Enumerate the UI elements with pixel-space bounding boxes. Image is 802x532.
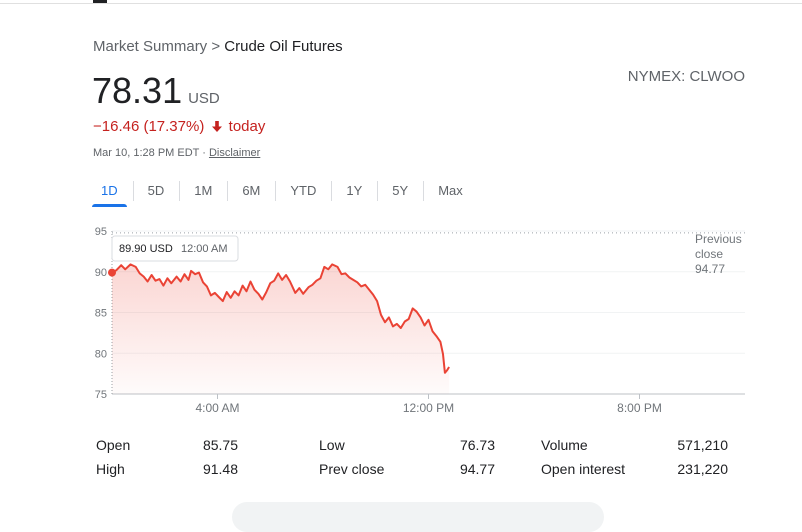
stat-volume: Volume 571,210: [541, 437, 728, 453]
tooltip-value: 89.90 USD: [119, 243, 173, 255]
stat-open-interest: Open interest 231,220: [541, 461, 728, 477]
timestamp-separator: ·: [202, 147, 206, 159]
chart-tooltip: 89.90 USD 12:00 AM: [111, 235, 239, 262]
stat-open: Open 85.75: [96, 437, 238, 453]
bottom-pill[interactable]: [232, 502, 604, 532]
x-tick-label: 4:00 AM: [195, 401, 239, 415]
tab-6m[interactable]: 6M: [227, 178, 275, 204]
tab-1d[interactable]: 1D: [86, 178, 133, 207]
stat-label: Volume: [541, 437, 588, 453]
y-tick-label: 85: [95, 308, 107, 320]
quote-timestamp: Mar 10, 1:28 PM EDT · Disclaimer: [93, 147, 260, 159]
breadcrumb-current: Crude Oil Futures: [224, 38, 343, 55]
previous-close-label: Previous close: [695, 232, 742, 261]
stat-value: 94.77: [459, 461, 495, 477]
y-tick-label: 90: [95, 267, 107, 279]
stat-label: Open: [96, 437, 131, 453]
y-tick-label: 80: [95, 348, 107, 360]
ticker-symbol: NYMEX: CLWOO: [627, 68, 745, 85]
stat-value: 85.75: [202, 437, 238, 453]
change-period: today: [228, 118, 266, 135]
active-tab-indicator: [93, 0, 107, 3]
x-tick-label: 12:00 PM: [403, 401, 454, 415]
stat-value: 571,210: [677, 437, 728, 453]
stat-high: High 91.48: [96, 461, 238, 477]
previous-close-label-line: Previous: [695, 232, 742, 246]
currency: USD: [188, 90, 220, 107]
price-chart[interactable]: 95 90 85 80 75 4:00 AM 12:00 PM 8:00 PM Previous…: [0, 0, 802, 430]
stat-label: High: [96, 461, 125, 477]
tab-1y[interactable]: 1Y: [331, 178, 377, 204]
breadcrumb-separator: >: [211, 38, 221, 55]
y-tick-label: 95: [95, 226, 107, 238]
previous-close-value: 94.77: [695, 262, 725, 276]
disclaimer-link[interactable]: Disclaimer: [208, 147, 261, 159]
previous-close-label-line: close: [695, 247, 723, 261]
stat-prev-close: Prev close 94.77: [319, 461, 495, 477]
y-tick-label: 75: [95, 389, 107, 401]
tab-1m[interactable]: 1M: [179, 178, 227, 204]
price-change: −16.46 (17.37%) today: [93, 118, 265, 137]
stat-label: Prev close: [319, 461, 385, 477]
price-row: 78.31 USD: [92, 70, 220, 112]
price-line: [111, 263, 450, 374]
tooltip-time: 12:00 AM: [181, 243, 227, 255]
stat-value: 76.73: [459, 437, 495, 453]
arrow-down-icon: [211, 120, 223, 137]
hover-dot: [108, 268, 116, 277]
x-tick-label: 8:00 PM: [617, 401, 662, 415]
change-value: −16.46 (17.37%): [93, 118, 205, 135]
stat-low: Low 76.73: [319, 437, 495, 453]
tab-max[interactable]: Max: [423, 178, 478, 204]
range-tabs: 1D 5D 1M 6M YTD 1Y 5Y Max: [86, 178, 478, 207]
price-area: [112, 264, 450, 394]
stat-label: Low: [319, 437, 345, 453]
tooltip-box: [111, 235, 239, 262]
tab-ytd[interactable]: YTD: [275, 178, 331, 204]
top-divider: [0, 3, 802, 4]
current-price: 78.31: [92, 70, 183, 111]
tab-5y[interactable]: 5Y: [377, 178, 423, 204]
breadcrumb: Market Summary > Crude Oil Futures: [93, 38, 343, 55]
stat-value: 91.48: [202, 461, 238, 477]
timestamp-text: Mar 10, 1:28 PM EDT: [93, 147, 200, 159]
stat-label: Open interest: [541, 461, 626, 477]
stat-value: 231,220: [677, 461, 728, 477]
breadcrumb-parent[interactable]: Market Summary: [93, 38, 208, 55]
tab-5d[interactable]: 5D: [132, 178, 180, 204]
